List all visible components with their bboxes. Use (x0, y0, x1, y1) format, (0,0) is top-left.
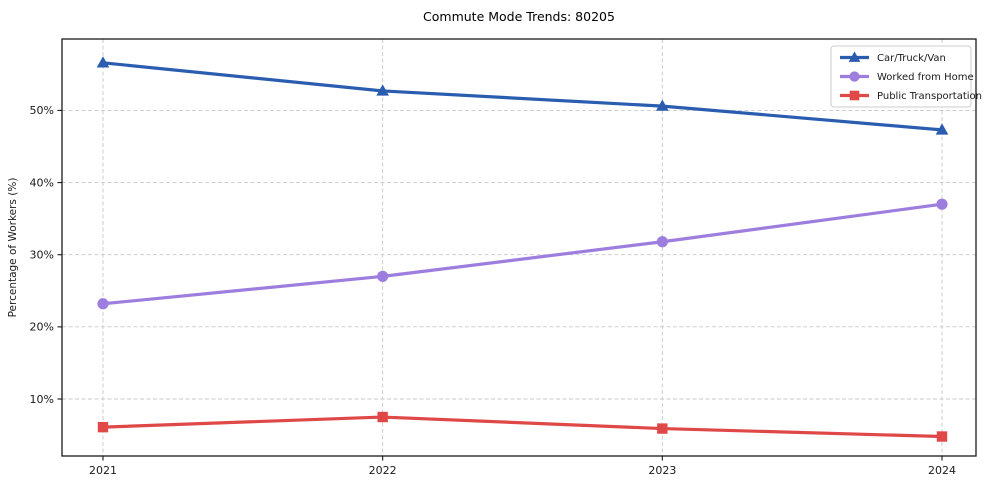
legend-item-worked-from-home: Worked from Home (840, 71, 974, 83)
series-marker-car-truck-van (96, 56, 110, 68)
legend-item-car-truck-van: Car/Truck/Van (840, 51, 946, 64)
x-tick-label: 2022 (369, 464, 397, 477)
legend-item-label: Worked from Home (877, 72, 974, 83)
plot-border (61, 38, 977, 457)
series-marker-car-truck-van (935, 123, 949, 135)
y-tick-label: 20% (30, 321, 54, 334)
legend-marker-triangle (848, 51, 861, 62)
series-marker-car-truck-van (656, 99, 669, 111)
series-layer (96, 56, 949, 442)
x-tick-label: 2024 (928, 464, 956, 477)
legend-marker-circle (849, 71, 860, 82)
y-tick-label: 30% (30, 249, 54, 262)
grid-layer (62, 39, 976, 456)
y-axis-label: Percentage of Workers (%) (7, 178, 19, 318)
series-marker-worked-from-home (656, 236, 668, 248)
series-marker-public-transportation (97, 421, 109, 433)
x-tick-label: 2021 (89, 464, 117, 477)
legend-box (830, 45, 972, 108)
series-marker-worked-from-home (936, 198, 948, 210)
legend-item-public-transportation: Public Transportation (840, 90, 982, 102)
series-line-car-truck-van (101, 61, 944, 132)
legend: Car/Truck/Van Worked from Home Public Tran… (830, 45, 982, 108)
y-tick-label: 40% (30, 176, 54, 189)
x-tick-label: 2023 (648, 464, 676, 477)
legend-item-label: Car/Truck/Van (877, 53, 946, 64)
series-line-worked-from-home (101, 202, 944, 306)
y-tick-label: 50% (30, 104, 54, 117)
y-tick-label: 10% (30, 393, 54, 406)
series-marker-worked-from-home (377, 270, 389, 282)
series-line-public-transportation (101, 415, 944, 439)
chart-title: Commute Mode Trends: 80205 (423, 9, 615, 24)
series-marker-car-truck-van (376, 84, 389, 96)
legend-item-label: Public Transportation (877, 91, 982, 102)
series-marker-public-transportation (657, 423, 668, 434)
legend-marker-square (849, 90, 860, 101)
series-marker-public-transportation (377, 411, 388, 423)
series-marker-worked-from-home (97, 298, 109, 310)
series-marker-public-transportation (936, 431, 948, 442)
axes-layer: 10% 20% 30% 40% 50% 2021 2022 2023 2024 (30, 38, 977, 477)
